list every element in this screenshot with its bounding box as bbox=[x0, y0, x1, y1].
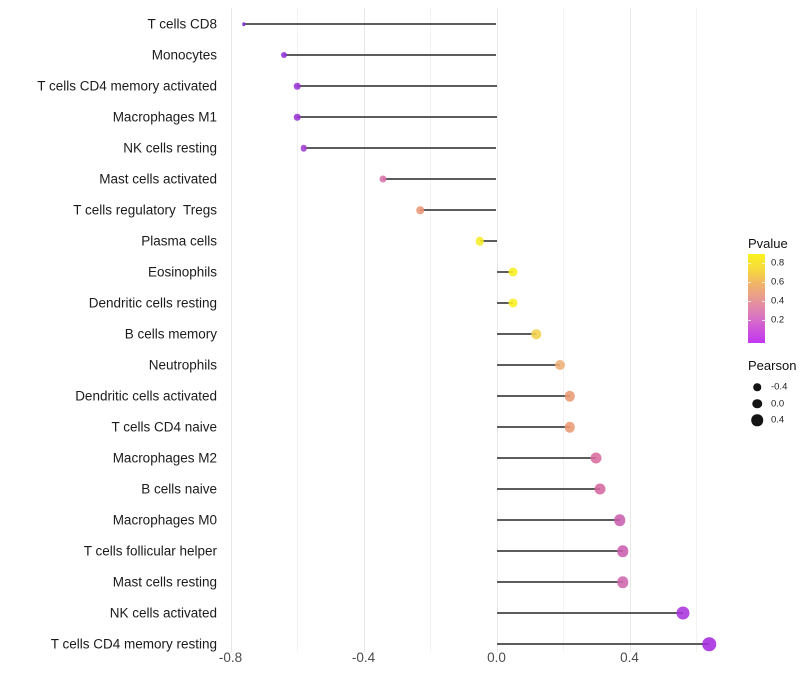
gridline-minor bbox=[430, 8, 431, 652]
pvalue-tick-mark bbox=[748, 320, 751, 321]
category-label: Dendritic cells resting bbox=[88, 295, 217, 311]
category-label: Dendritic cells activated bbox=[75, 388, 217, 404]
pvalue-tick-label: 0.2 bbox=[771, 314, 785, 326]
data-point bbox=[594, 483, 606, 495]
pearson-size-label: 0.4 bbox=[771, 414, 785, 426]
data-point bbox=[475, 236, 485, 246]
stem-line bbox=[496, 302, 514, 304]
x-tick-label: -0.8 bbox=[218, 650, 243, 665]
pvalue-legend-title: Pvalue bbox=[748, 236, 788, 251]
data-point bbox=[676, 606, 690, 620]
category-label: T cells CD4 naive bbox=[111, 419, 217, 435]
pearson-size-dot bbox=[752, 398, 762, 409]
stem-line bbox=[297, 116, 497, 118]
pvalue-tick-label: 0.4 bbox=[771, 295, 785, 307]
category-label: B cells naive bbox=[141, 481, 217, 497]
data-point bbox=[416, 206, 424, 214]
category-label: B cells memory bbox=[124, 326, 217, 342]
stem-line bbox=[420, 209, 497, 211]
category-label: Plasma cells bbox=[141, 233, 217, 249]
gridline-major bbox=[629, 8, 631, 652]
pvalue-tick-mark bbox=[762, 263, 765, 264]
category-label: Mast cells activated bbox=[99, 171, 217, 187]
category-label: NK cells resting bbox=[123, 140, 217, 156]
stem-line bbox=[496, 488, 600, 490]
data-point bbox=[293, 113, 301, 121]
data-point bbox=[617, 576, 629, 588]
data-point bbox=[379, 175, 387, 183]
stem-line bbox=[383, 178, 497, 180]
stem-line bbox=[496, 519, 620, 521]
data-point bbox=[613, 514, 626, 526]
category-label: T cells CD4 memory activated bbox=[37, 78, 217, 94]
pvalue-tick-mark bbox=[748, 301, 751, 302]
x-tick-label: 0.0 bbox=[487, 650, 506, 665]
stem-line bbox=[496, 643, 710, 645]
stem-line bbox=[297, 85, 497, 87]
stem-line bbox=[496, 550, 623, 552]
category-label: Neutrophils bbox=[148, 357, 217, 373]
gridline-major bbox=[230, 8, 232, 652]
category-label: T cells CD4 memory resting bbox=[50, 636, 217, 652]
data-point bbox=[293, 82, 301, 90]
data-point bbox=[590, 452, 602, 464]
data-point bbox=[702, 637, 717, 651]
pearson-size-label: -0.4 bbox=[771, 381, 788, 393]
data-point bbox=[508, 298, 518, 308]
category-label: Macrophages M0 bbox=[112, 512, 217, 528]
pearson-size-label: 0.0 bbox=[771, 398, 785, 409]
pvalue-colorbar bbox=[748, 254, 765, 343]
pearson-size-dot bbox=[751, 414, 763, 426]
category-label: Eosinophils bbox=[147, 264, 217, 280]
category-label: Macrophages M2 bbox=[112, 450, 217, 466]
data-point bbox=[554, 360, 565, 370]
category-label: Mast cells resting bbox=[112, 574, 217, 590]
pearson-size-dot bbox=[753, 383, 761, 391]
pvalue-tick-label: 0.6 bbox=[771, 276, 785, 288]
stem-line bbox=[243, 23, 497, 25]
data-point bbox=[564, 421, 575, 433]
stem-line bbox=[496, 395, 570, 397]
gridline-major bbox=[363, 8, 365, 652]
gridline-major bbox=[496, 8, 498, 652]
stem-line bbox=[496, 581, 623, 583]
data-point bbox=[531, 329, 542, 339]
stem-line bbox=[479, 240, 497, 242]
stem-line bbox=[496, 364, 560, 366]
data-point bbox=[242, 22, 246, 26]
data-point bbox=[564, 390, 575, 402]
data-point bbox=[280, 52, 287, 58]
category-label: Macrophages M1 bbox=[112, 109, 217, 125]
stem-line bbox=[496, 457, 597, 459]
category-label: T cells follicular helper bbox=[83, 543, 217, 559]
x-tick-label: 0.4 bbox=[620, 650, 639, 665]
pvalue-tick-mark bbox=[748, 263, 751, 264]
x-tick-label: -0.4 bbox=[351, 650, 376, 665]
gridline-minor bbox=[696, 8, 697, 652]
pvalue-tick-label: 0.8 bbox=[771, 257, 785, 269]
category-label: T cells regulatory Tregs bbox=[73, 202, 217, 218]
category-label: NK cells activated bbox=[109, 605, 217, 621]
pvalue-tick-mark bbox=[762, 301, 765, 302]
gridline-minor bbox=[297, 8, 298, 652]
pvalue-tick-mark bbox=[748, 282, 751, 283]
pearson-legend-title: Pearson bbox=[748, 358, 797, 373]
data-point bbox=[617, 545, 629, 557]
stem-line bbox=[283, 54, 497, 56]
stem-line bbox=[496, 333, 537, 335]
data-point bbox=[508, 267, 518, 277]
stem-line bbox=[496, 271, 514, 273]
gridline-minor bbox=[563, 8, 564, 652]
stem-line bbox=[496, 426, 570, 428]
pvalue-tick-mark bbox=[762, 320, 765, 321]
data-point bbox=[300, 144, 307, 152]
pvalue-tick-mark bbox=[762, 282, 765, 283]
category-label: Monocytes bbox=[151, 47, 217, 63]
stem-line bbox=[496, 612, 683, 614]
stem-line bbox=[303, 147, 497, 149]
category-label: T cells CD8 bbox=[147, 16, 217, 32]
